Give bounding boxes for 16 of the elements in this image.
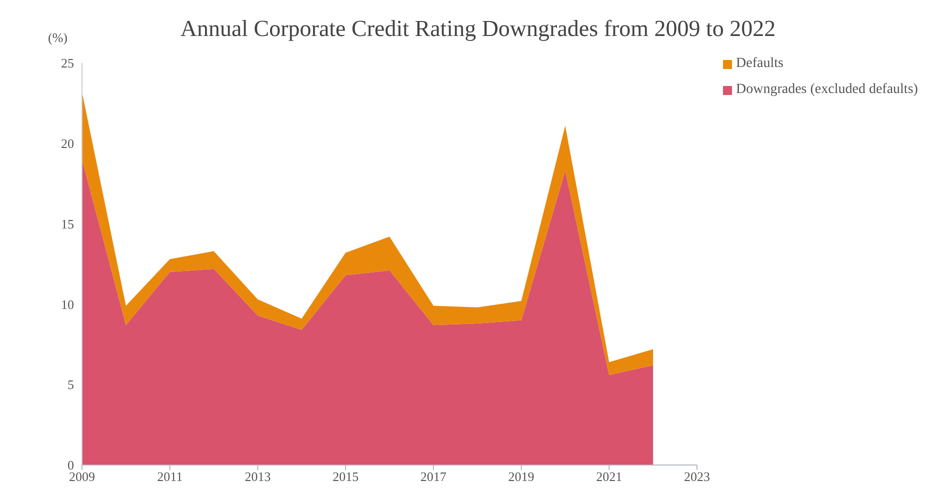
x-tick-label: 2023 [684,469,710,484]
y-tick-label: 20 [61,136,74,152]
x-tick-label: 2011 [157,469,183,484]
y-axis-title: (%) [48,30,68,46]
y-tick-label: 15 [61,216,74,232]
x-tick-label: 2015 [332,469,359,484]
x-tick-label: 2021 [596,469,622,484]
x-tick-label: 2017 [420,469,447,484]
y-tick-label: 5 [68,377,74,392]
x-tick-label: 2019 [508,469,534,484]
y-tick-label: 25 [61,56,74,71]
y-tick-label: 10 [61,296,74,312]
legend-label: Defaults [736,56,784,72]
legend-label: Downgrades (excluded defaults) [736,82,918,98]
x-tick-label: 2013 [244,469,271,484]
chart-title: Annual Corporate Credit Rating Downgrades from 2009 to 2022 [180,16,776,41]
